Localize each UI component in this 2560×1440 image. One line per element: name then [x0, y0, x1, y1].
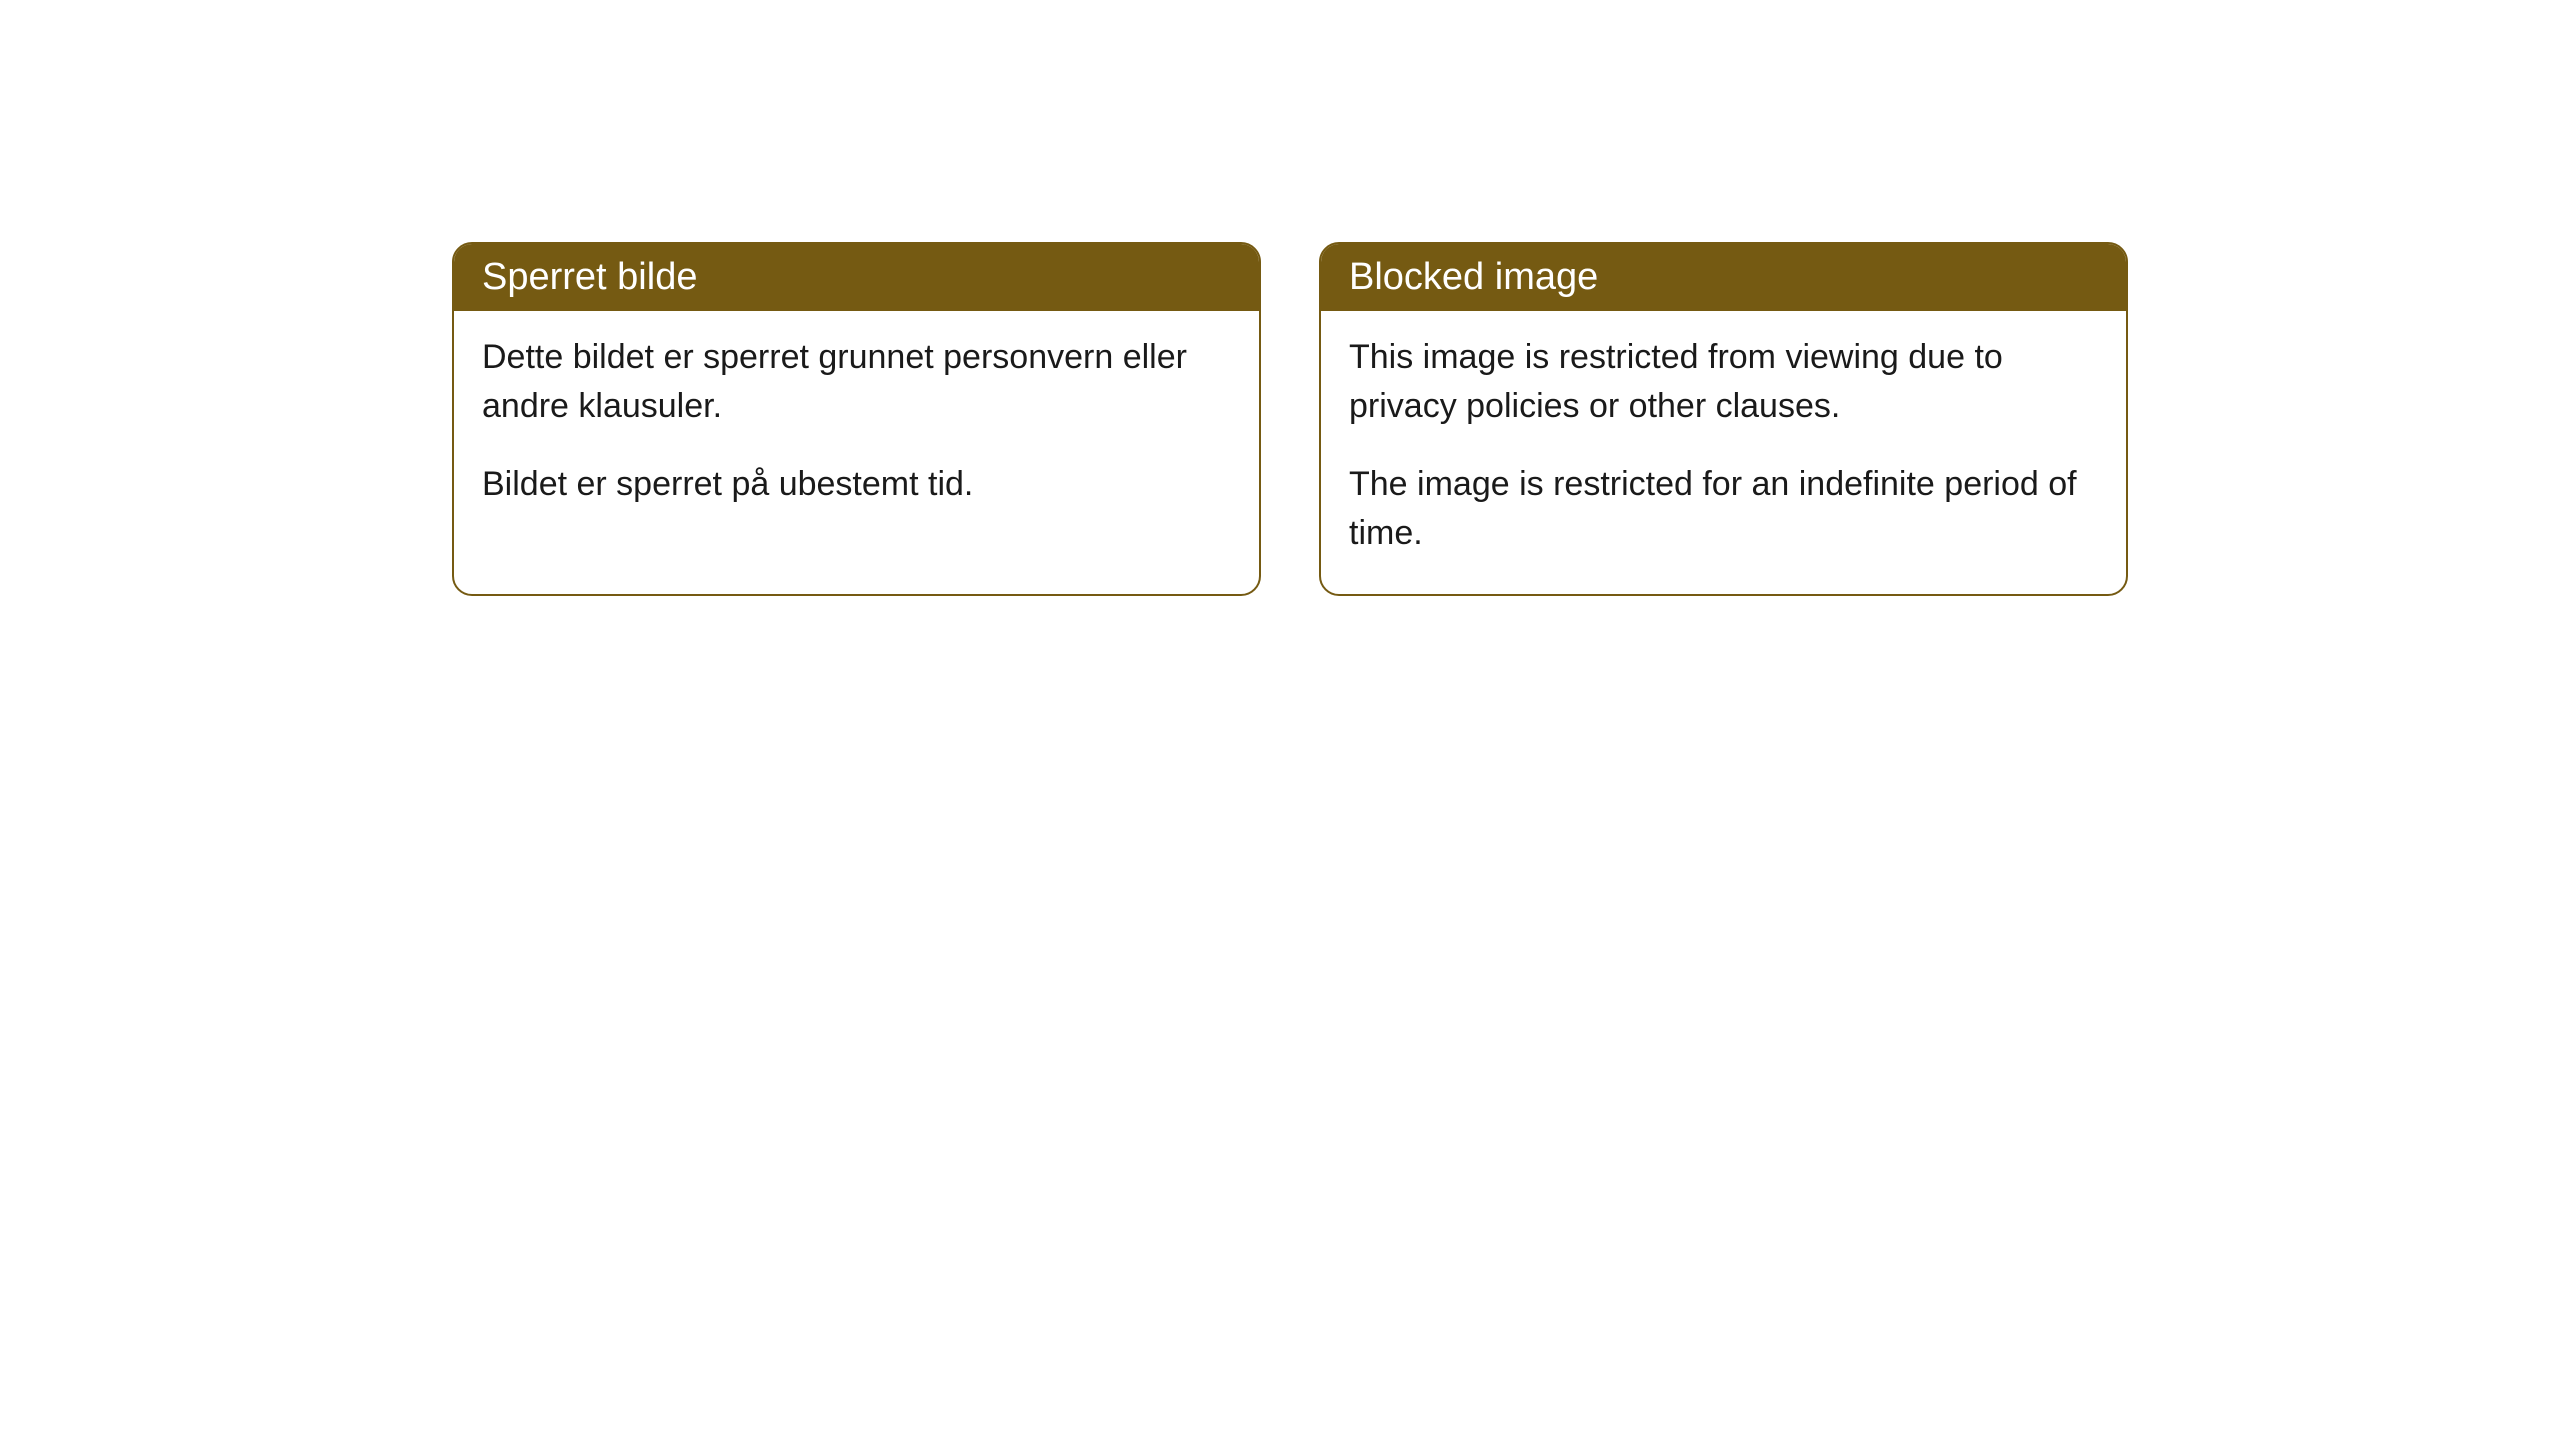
card-paragraph: Bildet er sperret på ubestemt tid.	[482, 460, 1231, 509]
card-body: This image is restricted from viewing du…	[1321, 311, 2126, 594]
card-paragraph: The image is restricted for an indefinit…	[1349, 460, 2098, 559]
card-paragraph: This image is restricted from viewing du…	[1349, 333, 2098, 432]
notice-cards-container: Sperret bilde Dette bildet er sperret gr…	[452, 242, 2128, 596]
card-header: Sperret bilde	[454, 244, 1259, 311]
notice-card-norwegian: Sperret bilde Dette bildet er sperret gr…	[452, 242, 1261, 596]
card-title: Blocked image	[1349, 256, 1598, 298]
notice-card-english: Blocked image This image is restricted f…	[1319, 242, 2128, 596]
card-paragraph: Dette bildet er sperret grunnet personve…	[482, 333, 1231, 432]
card-title: Sperret bilde	[482, 256, 697, 298]
card-body: Dette bildet er sperret grunnet personve…	[454, 311, 1259, 545]
card-header: Blocked image	[1321, 244, 2126, 311]
